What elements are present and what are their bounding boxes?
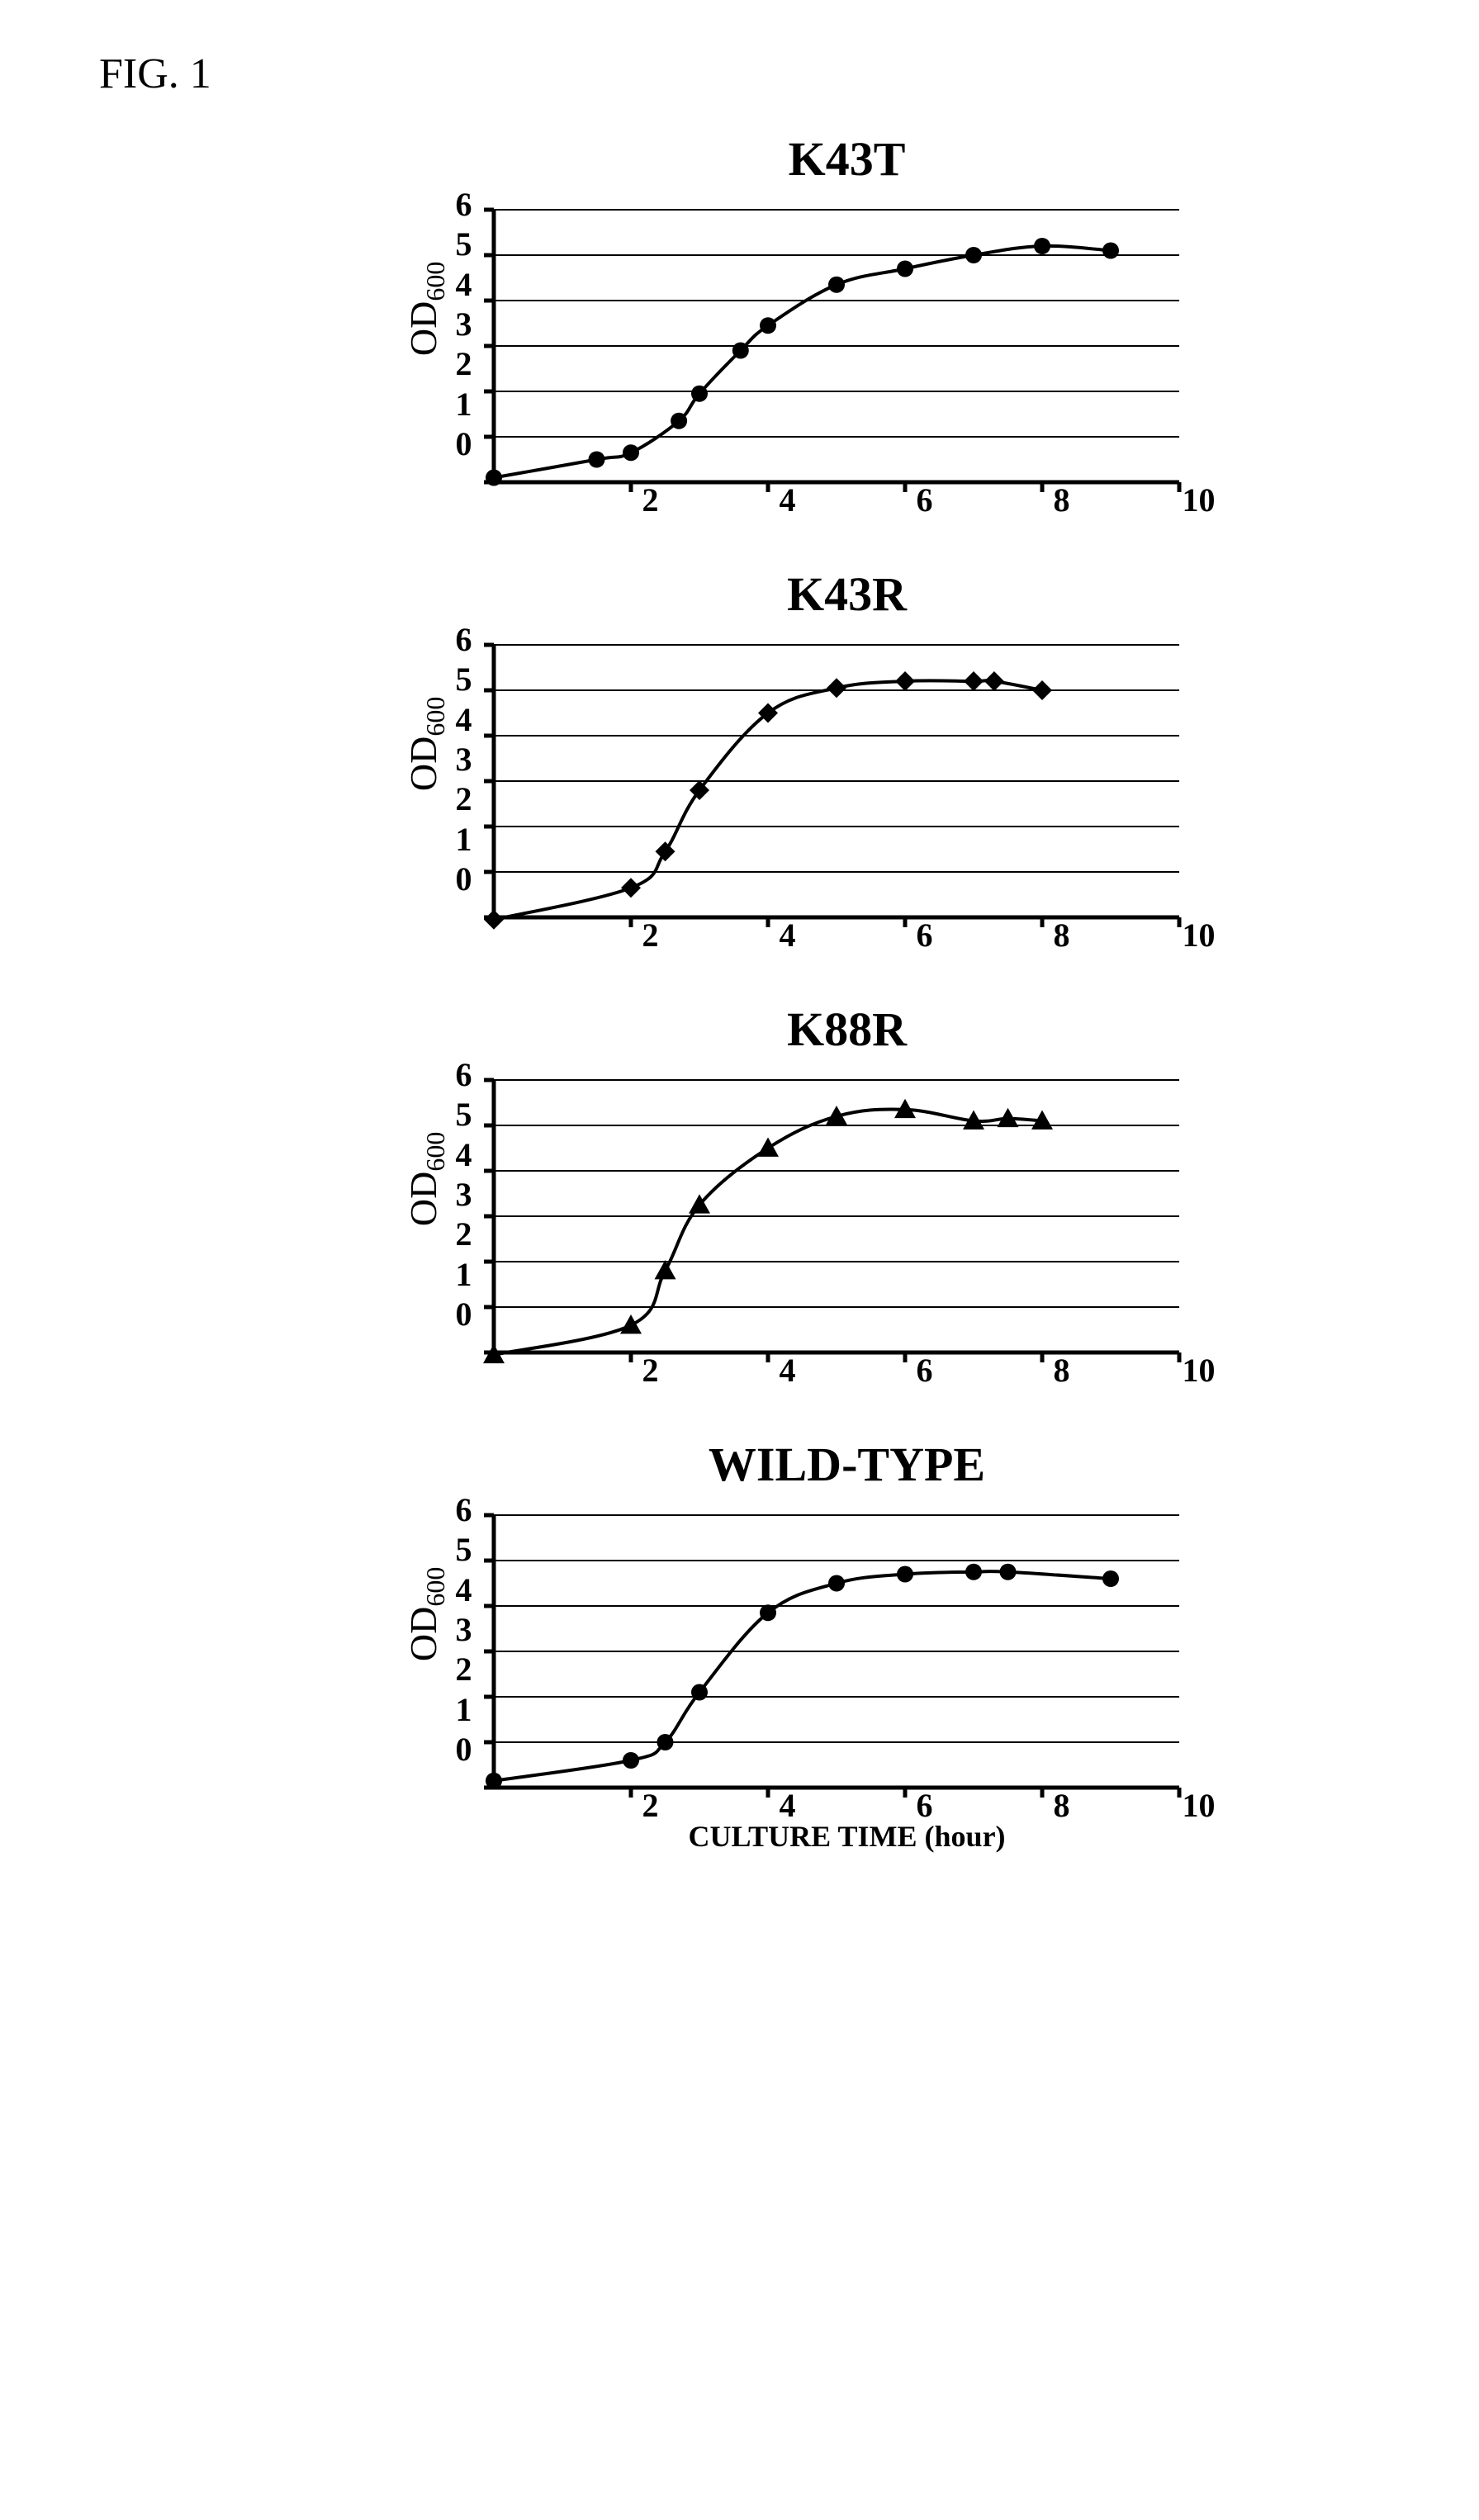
plot-area [481,638,1166,911]
charts-container: K43T OD600 0123456 246810 K43R OD600 012… [248,131,1396,1854]
y-tick-label: 1 [443,1693,472,1727]
plot-area [481,1073,1166,1346]
y-tick-label: 6 [443,623,472,656]
plot-area [481,1509,1166,1781]
y-tick-label: 0 [443,428,472,461]
y-axis-label: OD600 [401,758,450,791]
y-tick-label: 0 [443,1733,472,1766]
x-tick-label: 4 [780,481,796,519]
growth-curve-plot [481,1509,1192,1806]
x-tick-label: 2 [642,1351,659,1390]
chart-title: WILD-TYPE [459,1437,1235,1492]
x-tick-label: 6 [917,916,933,954]
y-axis-label: OD600 [401,323,450,356]
chart-panel: WILD-TYPE OD600 0123456 246810 CULTURE T… [410,1437,1235,1854]
growth-curve-plot [481,638,1192,936]
figure-label: FIG. 1 [99,50,1396,98]
x-tick-label: 2 [642,916,659,954]
x-axis-label: CULTURE TIME (hour) [459,1819,1235,1854]
x-tick-label: 6 [917,1351,933,1390]
x-tick-label: 4 [780,1351,796,1390]
y-tick-label: 1 [443,388,472,421]
y-tick-label: 0 [443,863,472,896]
growth-curve-plot [481,1073,1192,1371]
x-tick-label: 8 [1054,1786,1070,1825]
y-tick-label: 6 [443,188,472,221]
x-tick-label: 10 [1183,1786,1216,1825]
x-tick-label: 8 [1054,481,1070,519]
chart-panel: K43T OD600 0123456 246810 [410,131,1235,476]
x-tick-label: 2 [642,481,659,519]
y-tick-label: 5 [443,228,472,261]
y-tick-label: 5 [443,1098,472,1131]
x-tick-label: 10 [1183,916,1216,954]
chart-title: K88R [459,1002,1235,1057]
x-tick-label: 6 [917,481,933,519]
y-tick-label: 0 [443,1298,472,1331]
chart-title: K43T [459,131,1235,187]
y-tick-label: 6 [443,1494,472,1527]
y-tick-label: 6 [443,1059,472,1092]
y-tick-label: 5 [443,1533,472,1566]
x-tick-label: 6 [917,1786,933,1825]
y-axis-label: OD600 [401,1193,450,1226]
growth-curve-plot [481,203,1192,500]
x-tick-label: 10 [1183,1351,1216,1390]
x-tick-label: 8 [1054,1351,1070,1390]
x-tick-label: 4 [780,1786,796,1825]
plot-area [481,203,1166,476]
x-tick-label: 8 [1054,916,1070,954]
chart-panel: K43R OD600 0123456 246810 [410,566,1235,911]
x-tick-label: 2 [642,1786,659,1825]
y-tick-label: 1 [443,1258,472,1291]
y-tick-label: 1 [443,823,472,856]
x-tick-label: 10 [1183,481,1216,519]
chart-panel: K88R OD600 0123456 246810 [410,1002,1235,1346]
y-axis-label: OD600 [401,1628,450,1661]
chart-title: K43R [459,566,1235,622]
x-tick-label: 4 [780,916,796,954]
y-tick-label: 5 [443,663,472,696]
